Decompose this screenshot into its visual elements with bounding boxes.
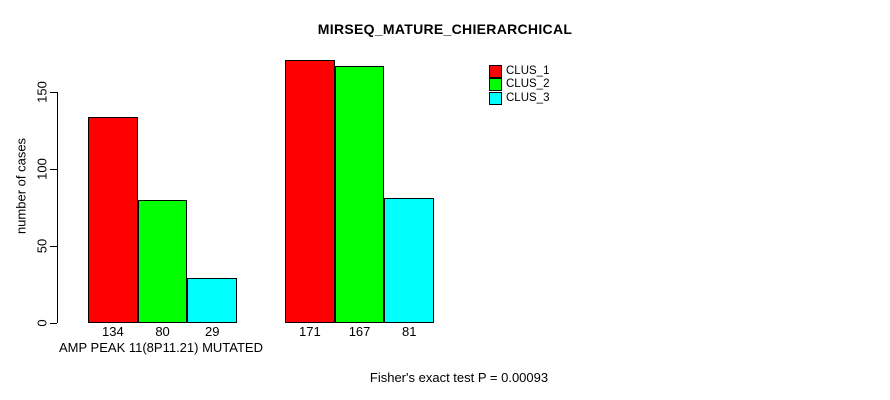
bar-value-label: 81 (402, 324, 417, 339)
bar-value-label: 167 (348, 324, 371, 339)
legend-label-clus_3: CLUS_3 (506, 91, 550, 104)
bar-value-label: 134 (101, 324, 124, 339)
y-tick (50, 322, 57, 324)
y-tick (50, 168, 57, 170)
bar-clus_3-group1 (187, 278, 238, 323)
bar-clus_1-group2 (285, 59, 335, 323)
y-axis-label: number of cases (13, 137, 29, 235)
fisher-test-annotation: Fisher's exact test P = 0.00093 (369, 370, 549, 385)
y-tick (50, 91, 57, 93)
bar-clus_2-group1 (137, 199, 188, 323)
y-tick (50, 245, 57, 247)
y-axis-line (57, 92, 58, 323)
y-tick-label: 150 (34, 81, 50, 103)
y-tick-label: 50 (34, 238, 50, 254)
bar-clus_3-group2 (384, 198, 435, 323)
legend-label-clus_2: CLUS_2 (506, 78, 550, 91)
bar-value-label: 171 (298, 324, 321, 339)
bar-value-label: 80 (155, 324, 170, 339)
legend-swatch-clus_3 (489, 91, 502, 105)
legend-label-clus_1: CLUS_1 (506, 65, 550, 77)
legend: CLUS_1 CLUS_2 CLUS_3 (489, 65, 549, 105)
legend-item-clus_2: CLUS_2 (489, 78, 550, 92)
legend-item-clus_3: CLUS_3 (489, 91, 550, 105)
legend-item-clus_1: CLUS_1 (489, 65, 549, 78)
legend-swatch-clus_1 (489, 65, 502, 78)
bar-clus_2-group2 (334, 65, 385, 323)
x-category-label: AMP PEAK 11(8P11.21) MUTATED (59, 340, 263, 355)
y-tick-label: 100 (34, 158, 50, 180)
chart-title: MIRSEQ_MATURE_CHIERARCHICAL (317, 21, 573, 37)
bar-clus_1-group1 (88, 116, 138, 323)
legend-swatch-clus_2 (489, 78, 502, 92)
bar-value-label: 29 (205, 324, 220, 339)
y-tick-label: 0 (34, 319, 50, 327)
